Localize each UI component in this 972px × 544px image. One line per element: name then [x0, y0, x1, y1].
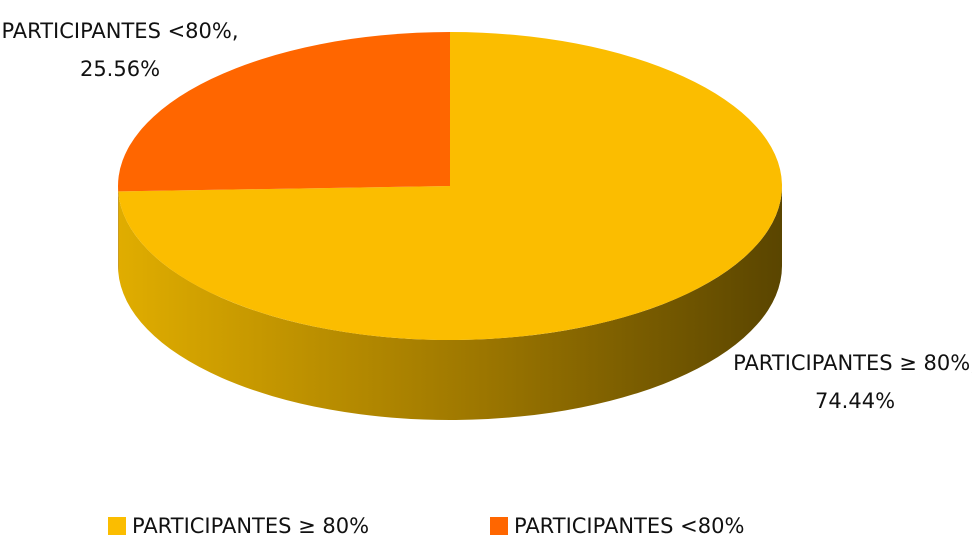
legend-label: PARTICIPANTES ≥ 80% [132, 514, 370, 538]
slice-side [118, 186, 782, 420]
data-label: PARTICIPANTES <80%, 25.56% [1, 19, 239, 81]
slice [118, 32, 782, 340]
legend-swatch [108, 517, 126, 535]
legend-item: PARTICIPANTES <80% [490, 514, 744, 538]
legend-label: PARTICIPANTES <80% [514, 514, 745, 538]
data-label: PARTICIPANTES ≥ 80%, 74.44% [733, 351, 972, 413]
legend-item: PARTICIPANTES ≥ 80% [108, 514, 369, 538]
legend-swatch [490, 517, 508, 535]
slice [118, 32, 450, 192]
